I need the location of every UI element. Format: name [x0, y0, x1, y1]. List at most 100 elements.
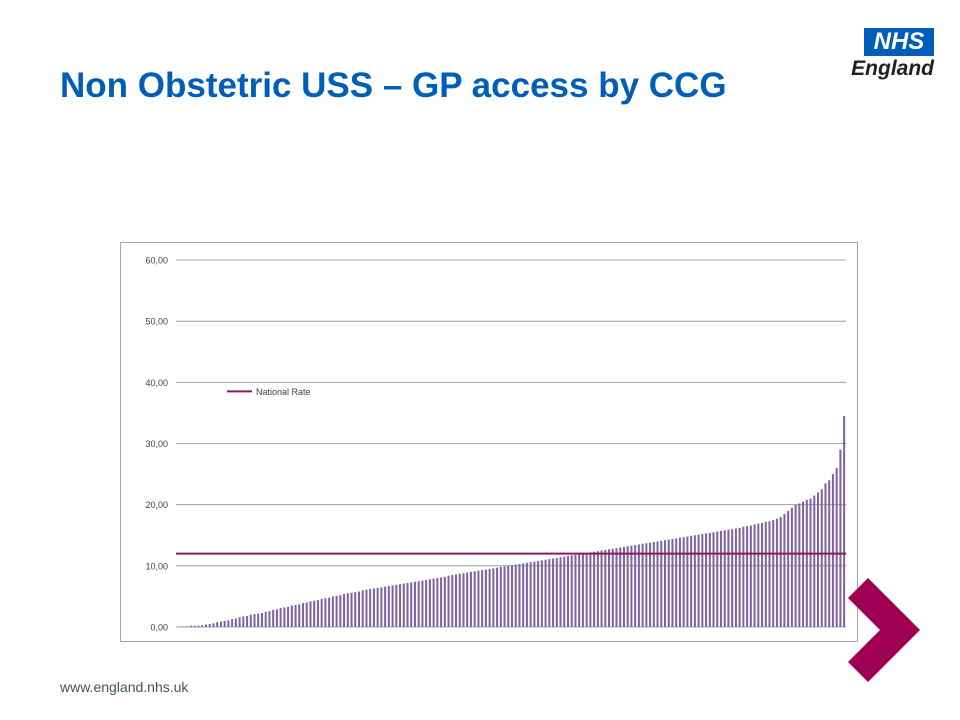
bar: [566, 556, 570, 627]
bar-chart: 0,00 10,00 20,00 30,00 40,00 50,00 60,00 Nation…: [145, 256, 846, 633]
bar: [454, 574, 458, 627]
bar: [824, 483, 827, 627]
bar: [589, 552, 592, 627]
bar: [316, 600, 319, 627]
bar: [660, 540, 663, 627]
bar: [727, 529, 730, 627]
bar: [626, 546, 629, 627]
y-tick-label: 60,00: [145, 256, 168, 266]
bar: [249, 614, 252, 627]
bar: [290, 605, 293, 627]
bar: [361, 590, 364, 627]
bar: [298, 604, 301, 627]
bar: [559, 557, 562, 627]
bar: [469, 571, 472, 627]
bar: [675, 538, 678, 627]
bar: [652, 541, 655, 627]
bar: [275, 609, 278, 627]
bar: [320, 598, 323, 627]
bar: [350, 592, 353, 627]
bar: [798, 503, 801, 627]
bar: [708, 532, 711, 627]
bar: [264, 611, 267, 627]
bar: [775, 518, 778, 627]
bar: [440, 577, 443, 627]
bar: [790, 507, 793, 627]
bar: [376, 587, 379, 627]
bar: [365, 589, 368, 627]
bar: [428, 579, 431, 627]
bar: [544, 559, 547, 627]
bar: [328, 597, 331, 627]
bar: [746, 526, 749, 627]
bar: [425, 579, 428, 627]
bar: [253, 614, 256, 627]
bar: [246, 615, 249, 627]
bar: [395, 584, 398, 627]
bar: [447, 575, 450, 627]
bar: [473, 571, 476, 627]
bar: [410, 582, 413, 627]
bar: [552, 558, 555, 627]
bar: [343, 593, 346, 627]
bar: [391, 585, 394, 627]
y-tick-label: 40,00: [145, 378, 168, 388]
bar: [809, 498, 812, 627]
bar: [443, 576, 446, 627]
bar: [406, 582, 409, 627]
bar: [309, 601, 312, 627]
bar: [649, 542, 652, 627]
bar: [190, 625, 193, 627]
bar: [287, 606, 290, 627]
bar: [238, 617, 241, 627]
bar: [227, 620, 230, 627]
bar: [182, 626, 185, 627]
bar: [787, 510, 790, 627]
bar: [611, 548, 614, 627]
bar: [372, 588, 375, 627]
bar: [451, 575, 454, 627]
bar: [805, 499, 808, 627]
bar: [831, 474, 834, 627]
bar: [742, 526, 745, 627]
bar: [492, 568, 495, 627]
bar: [466, 572, 469, 627]
y-tick-label: 30,00: [145, 439, 168, 449]
bar: [768, 521, 771, 627]
bar: [436, 578, 439, 627]
bar: [380, 587, 383, 627]
bar: [305, 602, 308, 627]
bar: [600, 550, 603, 627]
bar: [272, 609, 275, 627]
bar: [619, 547, 622, 627]
bar: [331, 596, 334, 627]
bar: [525, 562, 528, 627]
bar: [816, 492, 820, 627]
bar: [764, 521, 767, 627]
bar: [212, 623, 215, 627]
nhs-logo-box: NHS: [864, 28, 934, 56]
bar: [518, 563, 521, 627]
y-tick-label: 10,00: [145, 561, 168, 571]
bar: [477, 570, 480, 627]
page-title: Non Obstetric USS – GP access by CCG: [60, 66, 727, 105]
bar: [484, 569, 487, 627]
bar: [663, 540, 667, 627]
bar: [417, 581, 420, 627]
bar: [574, 554, 577, 627]
bar: [208, 623, 211, 627]
bar: [496, 567, 499, 627]
bar: [593, 551, 596, 627]
bar: [705, 533, 708, 627]
bar: [712, 532, 715, 627]
bar: [585, 552, 588, 627]
bar: [197, 625, 200, 627]
bar: [201, 625, 204, 627]
bar: [656, 541, 659, 627]
bar: [581, 553, 584, 627]
bar: [503, 566, 506, 627]
bar: [641, 543, 644, 627]
bar: [749, 525, 752, 627]
bar: [458, 573, 461, 627]
bar: [779, 516, 782, 627]
